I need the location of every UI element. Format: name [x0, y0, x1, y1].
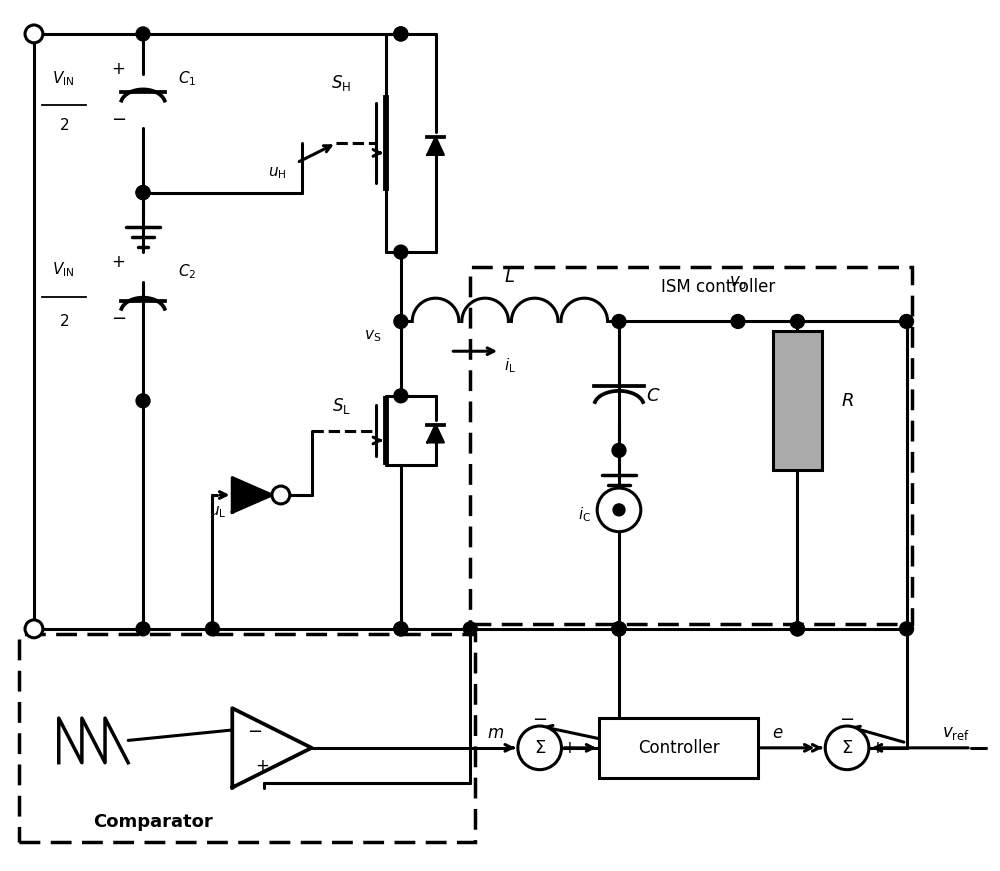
Text: $-$: $-$: [111, 109, 126, 127]
Circle shape: [206, 622, 219, 636]
Text: $-$: $-$: [247, 721, 262, 739]
Text: $m$: $m$: [487, 724, 504, 742]
Text: $S_{\mathrm{L}}$: $S_{\mathrm{L}}$: [332, 395, 351, 415]
Text: $i_{\mathrm{C}}$: $i_{\mathrm{C}}$: [578, 505, 591, 524]
Text: $-$: $-$: [839, 709, 855, 727]
Circle shape: [394, 622, 408, 636]
Circle shape: [463, 622, 477, 636]
Circle shape: [272, 486, 290, 504]
Circle shape: [612, 622, 626, 636]
Circle shape: [518, 726, 561, 770]
Text: $u_{\mathrm{L}}$: $u_{\mathrm{L}}$: [209, 504, 226, 520]
FancyBboxPatch shape: [599, 718, 758, 778]
Circle shape: [612, 622, 626, 636]
Circle shape: [394, 27, 408, 41]
Text: $2$: $2$: [59, 117, 69, 133]
Text: $-$: $-$: [532, 709, 547, 727]
Text: $+$: $+$: [255, 757, 269, 774]
Circle shape: [25, 620, 43, 638]
Circle shape: [25, 25, 43, 43]
Circle shape: [900, 622, 913, 636]
Circle shape: [791, 622, 804, 636]
Circle shape: [612, 314, 626, 328]
Circle shape: [136, 186, 150, 199]
Text: ISM controller: ISM controller: [661, 278, 775, 296]
Circle shape: [136, 186, 150, 199]
Circle shape: [394, 314, 408, 328]
Text: $C_2$: $C_2$: [178, 262, 197, 281]
Text: $S_{\mathrm{H}}$: $S_{\mathrm{H}}$: [331, 73, 351, 93]
Circle shape: [136, 394, 150, 408]
Text: $e$: $e$: [772, 724, 783, 742]
Text: $v_{\mathrm{o}}$: $v_{\mathrm{o}}$: [729, 273, 747, 291]
Polygon shape: [232, 477, 272, 512]
Text: $\Sigma$: $\Sigma$: [841, 739, 853, 757]
FancyBboxPatch shape: [773, 331, 822, 470]
Text: $L$: $L$: [504, 268, 515, 286]
Circle shape: [612, 443, 626, 457]
Circle shape: [394, 245, 408, 259]
Circle shape: [136, 27, 150, 41]
Text: Controller: Controller: [638, 739, 719, 757]
Text: $-$: $-$: [111, 307, 126, 326]
Text: $+$: $+$: [562, 739, 576, 757]
Circle shape: [613, 504, 625, 516]
Circle shape: [597, 488, 641, 531]
Text: $\Sigma$: $\Sigma$: [534, 739, 546, 757]
Polygon shape: [427, 137, 444, 155]
Circle shape: [791, 314, 804, 328]
Circle shape: [900, 314, 913, 328]
Circle shape: [612, 622, 626, 636]
Circle shape: [731, 314, 745, 328]
Text: $V_{\mathrm{IN}}$: $V_{\mathrm{IN}}$: [52, 69, 75, 88]
Text: $2$: $2$: [59, 314, 69, 329]
Text: $V_{\mathrm{IN}}$: $V_{\mathrm{IN}}$: [52, 260, 75, 280]
Polygon shape: [427, 424, 444, 442]
Circle shape: [825, 726, 869, 770]
Circle shape: [394, 622, 408, 636]
Text: $v_{\mathrm{S}}$: $v_{\mathrm{S}}$: [364, 328, 382, 344]
Circle shape: [136, 622, 150, 636]
Text: $i_{\mathrm{L}}$: $i_{\mathrm{L}}$: [504, 357, 516, 375]
Circle shape: [394, 27, 408, 41]
Text: $R$: $R$: [841, 392, 853, 409]
Circle shape: [791, 622, 804, 636]
Text: $+$: $+$: [111, 253, 125, 271]
Text: $+$: $+$: [111, 59, 125, 78]
Text: $v_{\mathrm{ref}}$: $v_{\mathrm{ref}}$: [942, 724, 970, 742]
Circle shape: [394, 388, 408, 402]
Text: $C_1$: $C_1$: [178, 69, 197, 88]
Text: Comparator: Comparator: [93, 814, 213, 831]
Text: $C$: $C$: [646, 387, 661, 405]
Text: $u_{\mathrm{H}}$: $u_{\mathrm{H}}$: [268, 165, 286, 180]
Text: $+$: $+$: [870, 739, 884, 757]
